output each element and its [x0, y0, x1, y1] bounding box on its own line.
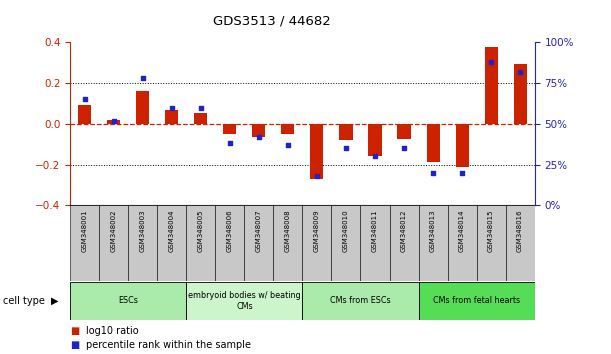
Text: CMs from ESCs: CMs from ESCs [330, 296, 391, 306]
Bar [70, 205, 99, 281]
Point [486, 59, 496, 65]
Text: GSM348008: GSM348008 [285, 209, 291, 252]
Bar [447, 205, 477, 281]
Text: GSM348011: GSM348011 [372, 209, 378, 252]
Bar [216, 205, 244, 281]
Bar [194, 113, 207, 124]
Point [254, 134, 264, 140]
Bar [158, 205, 186, 281]
Bar [78, 104, 91, 124]
Text: embryoid bodies w/ beating
CMs: embryoid bodies w/ beating CMs [188, 291, 301, 310]
Point [283, 142, 293, 148]
Bar [331, 205, 360, 281]
Text: ■: ■ [70, 326, 79, 336]
Bar [136, 91, 149, 124]
Text: GSM348012: GSM348012 [401, 209, 407, 252]
Text: GSM348009: GSM348009 [314, 209, 320, 252]
Bar [419, 205, 447, 281]
Bar [224, 124, 236, 134]
Text: ESCs: ESCs [119, 296, 138, 306]
Text: GSM348014: GSM348014 [459, 209, 465, 252]
Point [167, 105, 177, 110]
Bar [390, 205, 419, 281]
Text: GSM348003: GSM348003 [140, 209, 146, 252]
Bar [166, 110, 178, 124]
Bar [398, 124, 411, 139]
Bar [108, 120, 120, 124]
Bar [419, 282, 535, 320]
Bar [360, 205, 390, 281]
Text: GSM348005: GSM348005 [198, 209, 204, 252]
Text: GSM348016: GSM348016 [517, 209, 523, 252]
Text: GSM348015: GSM348015 [488, 209, 494, 252]
Bar [302, 282, 419, 320]
Bar [186, 282, 302, 320]
Bar [244, 205, 274, 281]
Bar [186, 205, 216, 281]
Point [109, 118, 119, 124]
Bar [128, 205, 158, 281]
Point [80, 97, 90, 102]
Point [196, 105, 206, 110]
Text: GSM348007: GSM348007 [256, 209, 262, 252]
Text: GSM348010: GSM348010 [343, 209, 349, 252]
Point [341, 145, 351, 151]
Bar [485, 47, 497, 124]
Text: GDS3513 / 44682: GDS3513 / 44682 [213, 14, 331, 27]
Bar [100, 205, 128, 281]
Bar [477, 205, 506, 281]
Bar [310, 124, 323, 179]
Bar [302, 205, 332, 281]
Text: GSM348002: GSM348002 [111, 209, 117, 252]
Point [428, 170, 438, 176]
Text: percentile rank within the sample: percentile rank within the sample [86, 340, 251, 350]
Text: GSM348004: GSM348004 [169, 209, 175, 252]
Point [399, 145, 409, 151]
Bar [368, 124, 381, 156]
Text: GSM348013: GSM348013 [430, 209, 436, 252]
Bar [506, 205, 535, 281]
Text: ■: ■ [70, 340, 79, 350]
Text: GSM348006: GSM348006 [227, 209, 233, 252]
Bar [70, 282, 186, 320]
Bar [282, 124, 295, 134]
Bar [514, 64, 527, 124]
Point [457, 170, 467, 176]
Bar [252, 124, 265, 137]
Text: ▶: ▶ [51, 296, 59, 306]
Bar [340, 124, 353, 140]
Bar [274, 205, 302, 281]
Point [138, 75, 148, 81]
Point [515, 69, 525, 75]
Text: GSM348001: GSM348001 [82, 209, 88, 252]
Point [370, 154, 380, 159]
Text: CMs from fetal hearts: CMs from fetal hearts [433, 296, 520, 306]
Text: log10 ratio: log10 ratio [86, 326, 138, 336]
Point [312, 173, 322, 179]
Bar [426, 124, 439, 161]
Bar [456, 124, 469, 167]
Point [225, 141, 235, 146]
Text: cell type: cell type [3, 296, 45, 306]
